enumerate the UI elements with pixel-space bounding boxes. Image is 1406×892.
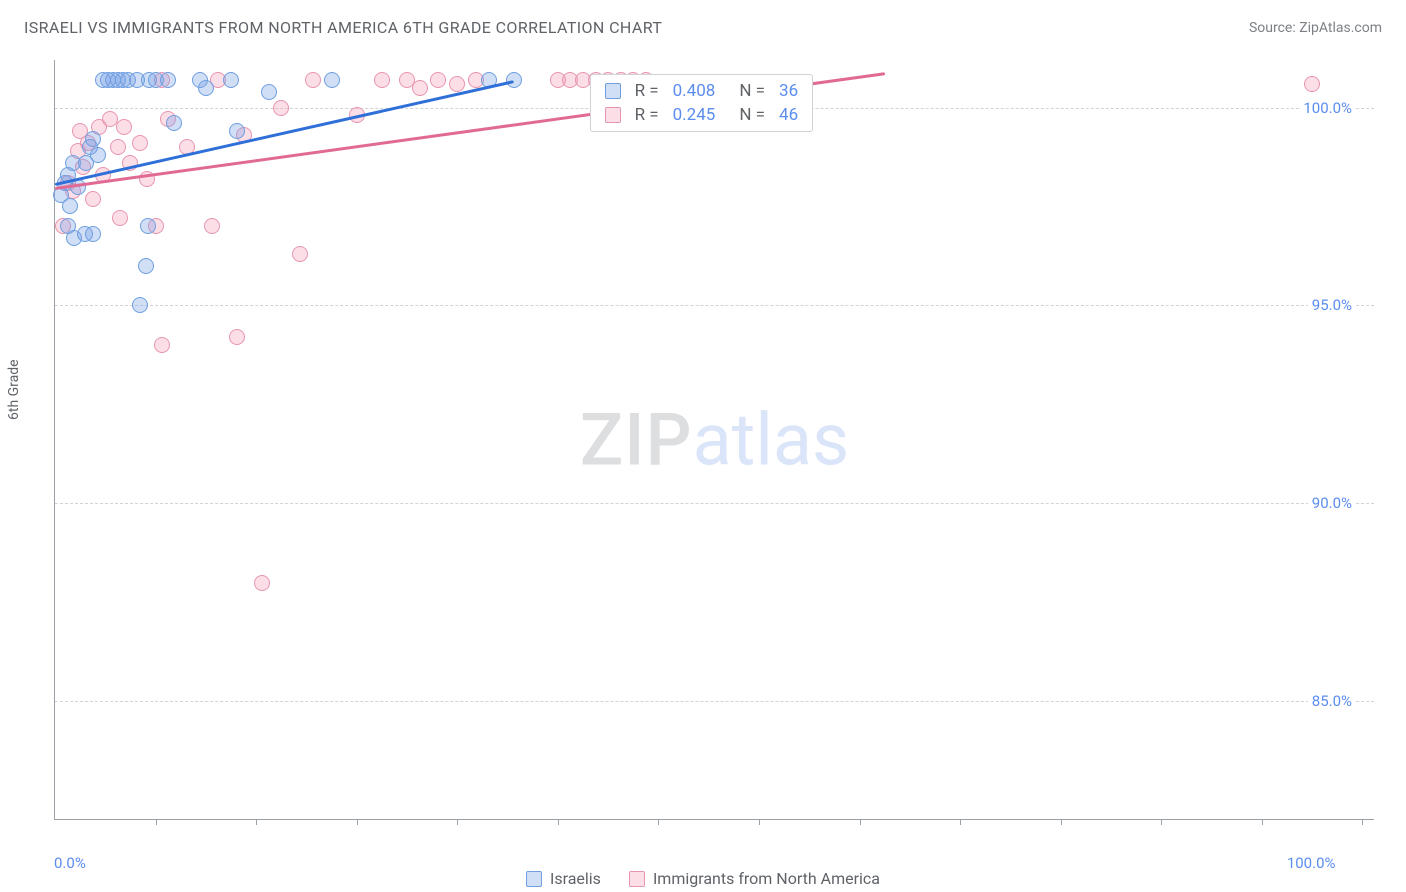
- y-tick-label: 90.0%: [1308, 494, 1356, 512]
- scatter-point-blue: [160, 72, 176, 88]
- watermark-part1: ZIP: [580, 397, 693, 482]
- gridline: [55, 701, 1374, 702]
- gridline: [55, 305, 1374, 306]
- x-tick: [1161, 819, 1162, 825]
- scatter-point-pink: [132, 135, 148, 151]
- scatter-point-pink: [112, 210, 128, 226]
- stats-row: R =0.408N =36: [591, 79, 813, 103]
- scatter-point-blue: [198, 80, 214, 96]
- scatter-point-pink: [1304, 76, 1320, 92]
- plot-region: ZIPatlas 100.0% 95.0% 90.0% 85.0% R =0.408N …: [54, 60, 1374, 820]
- watermark: ZIPatlas: [580, 397, 849, 482]
- legend-item-immigrants: Immigrants from North America: [629, 869, 880, 888]
- stats-box: R =0.408N =36R =0.245N =46: [590, 74, 814, 132]
- scatter-point-blue: [140, 218, 156, 234]
- legend-item-israelis: Israelis: [526, 869, 601, 888]
- x-tick: [658, 819, 659, 825]
- scatter-point-pink: [204, 218, 220, 234]
- x-tick: [1262, 819, 1263, 825]
- scatter-point-pink: [273, 100, 289, 116]
- stats-row: R =0.245N =46: [591, 103, 813, 127]
- scatter-point-pink: [85, 191, 101, 207]
- legend-label-b: Immigrants from North America: [653, 869, 880, 888]
- scatter-point-blue: [506, 72, 522, 88]
- scatter-point-blue: [229, 123, 245, 139]
- y-tick-label: 85.0%: [1308, 692, 1356, 710]
- y-tick-label: 100.0%: [1299, 99, 1356, 117]
- x-tick: [457, 819, 458, 825]
- legend-label-a: Israelis: [550, 869, 601, 888]
- stats-swatch-pink: [605, 107, 621, 123]
- scatter-point-blue: [223, 72, 239, 88]
- scatter-point-blue: [90, 147, 106, 163]
- scatter-point-pink: [412, 80, 428, 96]
- gridline: [55, 503, 1374, 504]
- x-tick: [357, 819, 358, 825]
- scatter-point-pink: [305, 72, 321, 88]
- scatter-point-pink: [430, 72, 446, 88]
- x-tick: [759, 819, 760, 825]
- x-tick: [156, 819, 157, 825]
- scatter-point-pink: [374, 72, 390, 88]
- scatter-point-blue: [85, 131, 101, 147]
- scatter-point-pink: [110, 139, 126, 155]
- scatter-point-pink: [292, 246, 308, 262]
- x-tick: [1061, 819, 1062, 825]
- x-axis: 0.0% 100.0%: [54, 830, 1374, 864]
- scatter-point-pink: [449, 76, 465, 92]
- chart-title: ISRAELI VS IMMIGRANTS FROM NORTH AMERICA…: [24, 18, 662, 37]
- source-attribution: Source: ZipAtlas.com: [1249, 20, 1382, 36]
- legend: Israelis Immigrants from North America: [0, 869, 1406, 888]
- scatter-point-pink: [154, 337, 170, 353]
- scatter-point-blue: [166, 115, 182, 131]
- watermark-part2: atlas: [693, 397, 850, 482]
- scatter-point-pink: [254, 575, 270, 591]
- legend-swatch-blue: [526, 871, 542, 887]
- x-tick: [860, 819, 861, 825]
- chart-area: 6th Grade ZIPatlas 100.0% 95.0% 90.0% 85.0%…: [0, 50, 1406, 830]
- stats-swatch-blue: [605, 83, 621, 99]
- scatter-point-pink: [229, 329, 245, 345]
- legend-swatch-pink: [629, 871, 645, 887]
- scatter-point-blue: [261, 84, 277, 100]
- x-tick: [558, 819, 559, 825]
- y-tick-label: 95.0%: [1308, 296, 1356, 314]
- x-tick: [256, 819, 257, 825]
- scatter-point-pink: [116, 119, 132, 135]
- scatter-point-blue: [62, 198, 78, 214]
- x-tick: [960, 819, 961, 825]
- scatter-point-blue: [85, 226, 101, 242]
- scatter-point-blue: [60, 218, 76, 234]
- scatter-point-blue: [132, 297, 148, 313]
- scatter-point-blue: [324, 72, 340, 88]
- scatter-point-blue: [138, 258, 154, 274]
- x-tick: [1362, 819, 1363, 825]
- y-axis-label: 6th Grade: [6, 359, 22, 420]
- chart-header: ISRAELI VS IMMIGRANTS FROM NORTH AMERICA…: [0, 0, 1406, 45]
